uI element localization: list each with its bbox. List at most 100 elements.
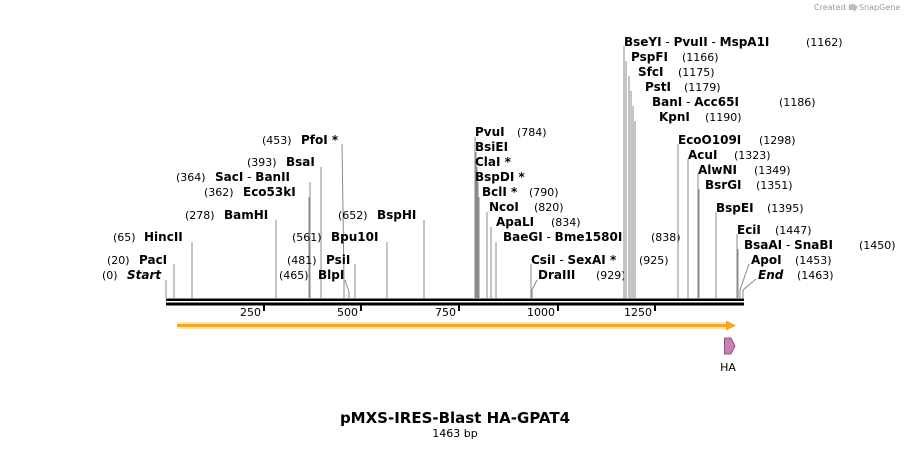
site-label: KpnI (659, 110, 690, 124)
site-enzyme: PstI (645, 80, 671, 94)
site-enzyme: Start (127, 268, 162, 282)
site-bani-acc65i[interactable]: BanI - Acc65I (1186) (632, 95, 816, 298)
site-kpni[interactable]: KpnI (1190) (634, 110, 742, 298)
site-bseyi-pvuii-mspa1i[interactable]: BseYI - PvuII - MspA1I (1162) (623, 35, 843, 298)
site-ecoo109i[interactable]: EcoO109I (1298) (677, 133, 796, 298)
site-sfci[interactable]: SfcI (1175) (628, 65, 715, 298)
feature-ha[interactable]: HA (720, 337, 736, 374)
site-enzyme: Bpu10I (331, 230, 378, 244)
site-alwni[interactable]: AlwNI (1349) (697, 163, 791, 298)
site-apoi[interactable]: ApoI (1453) (739, 253, 832, 298)
site-enzyme: BanI (652, 95, 682, 109)
site-enzyme: PvuI (475, 125, 505, 139)
site-enzyme: SnaBI (794, 238, 833, 252)
site-eco53ki[interactable]: (362) Eco53kI (204, 185, 310, 298)
ruler-tick-label: 750 (435, 306, 456, 319)
site-enzyme: BspDI * (475, 170, 525, 184)
site-enzyme: NcoI (489, 200, 519, 214)
site-position: (453) (262, 134, 292, 147)
site-position: (929) (596, 269, 626, 282)
site-hincii[interactable]: (65) HincII (113, 230, 193, 298)
site-label: BsaAI - SnaBI (744, 238, 833, 252)
site-position: (20) (107, 254, 130, 267)
site-label: HincII (144, 230, 183, 244)
site-enzyme: Bme1580I (555, 230, 623, 244)
site-end[interactable]: End (1463) (742, 268, 834, 298)
site-bsrgi[interactable]: BsrGI (1351) (698, 178, 793, 298)
site-acui[interactable]: AcuI (1323) (687, 148, 771, 298)
site-enzyme: BlpI (318, 268, 344, 282)
site-enzyme: BclI * (482, 185, 518, 199)
site-label: AcuI (688, 148, 717, 162)
site-label: PstI (645, 80, 671, 94)
site-bcli[interactable]: BclI * (790) (478, 185, 559, 298)
site-separator: - (682, 95, 694, 109)
site-position: (1463) (797, 269, 834, 282)
ruler-tick-750: 750 (435, 305, 460, 319)
site-bpu10i[interactable]: (561) Bpu10I (292, 230, 388, 298)
site-label: BsaI (286, 155, 315, 169)
site-bamhi[interactable]: (278) BamHI (185, 208, 277, 298)
site-psii[interactable]: (481) PsiI (287, 253, 356, 298)
site-label: BaeGI - Bme1580I (503, 230, 622, 244)
site-enzyme: HincII (144, 230, 183, 244)
site-enzyme: BsaAI (744, 238, 782, 252)
site-position: (1298) (759, 134, 796, 147)
site-bsaai-snabi[interactable]: BsaAI - SnaBI (1450) (737, 238, 896, 298)
site-start[interactable]: (0) Start (102, 268, 167, 298)
site-enzyme: PacI (139, 253, 167, 267)
site-blpi[interactable]: (465) BlpI (279, 268, 350, 298)
snapgene-credit: Created by SnapGene (814, 3, 900, 12)
site-csii-sexai[interactable]: CsiI - SexAI * (925) (530, 253, 669, 298)
site-label: ApoI (751, 253, 782, 267)
site-position: (784) (517, 126, 547, 139)
site-psti[interactable]: PstI (1179) (630, 80, 721, 298)
site-enzyme: DraIII (538, 268, 575, 282)
site-clai[interactable]: ClaI * (475, 155, 512, 298)
site-enzyme: EcoO109I (678, 133, 741, 147)
site-bsphi[interactable]: (652) BspHI (338, 208, 425, 298)
site-baegi-bme1580i[interactable]: BaeGI - Bme1580I (838) (495, 230, 681, 298)
site-position: (790) (529, 186, 559, 199)
site-enzyme: KpnI (659, 110, 690, 124)
site-enzyme: MspA1I (720, 35, 770, 49)
site-separator: - (708, 35, 720, 49)
site-paci[interactable]: (20) PacI (107, 253, 175, 298)
ruler-tick-label: 500 (337, 306, 358, 319)
site-label: BseYI - PvuII - MspA1I (624, 35, 769, 49)
ruler: 250 500 750 1000 1250 (166, 304, 744, 319)
site-ncoi[interactable]: NcoI (820) (486, 200, 564, 298)
site-position: (1190) (705, 111, 742, 124)
site-position: (1351) (756, 179, 793, 192)
site-bspdi[interactable]: BspDI * (475, 170, 525, 298)
site-position: (561) (292, 231, 322, 244)
orf-arrow-body (177, 324, 726, 327)
site-label: BlpI (318, 268, 344, 282)
ruler-tick-1250: 1250 (624, 305, 656, 319)
site-saci-banii[interactable]: (364) SacI - BanII (176, 170, 311, 298)
site-separator: - (543, 230, 555, 244)
ha-feature-icon (724, 337, 736, 355)
site-separator: - (556, 253, 568, 267)
site-label: EciI (737, 223, 761, 237)
site-enzyme: BaeGI (503, 230, 543, 244)
site-label: SacI - BanII (215, 170, 290, 184)
site-enzyme: AlwNI (698, 163, 737, 177)
site-position: (481) (287, 254, 317, 267)
site-apali[interactable]: ApaLI (834) (490, 215, 581, 298)
site-pspfi[interactable]: PspFI (1166) (625, 50, 719, 298)
site-pvui[interactable]: PvuI (784) (474, 125, 547, 298)
site-bsiei[interactable]: BsiEI (475, 140, 508, 298)
site-label: AlwNI (698, 163, 737, 177)
site-bsai[interactable]: (393) BsaI (247, 155, 322, 298)
site-pfoi[interactable]: (453) PfoI * (262, 133, 345, 298)
site-position: (1453) (795, 254, 832, 267)
site-ecii[interactable]: EciI (1447) (736, 223, 812, 298)
site-enzyme: End (758, 268, 784, 282)
site-draiii[interactable]: DraIII (929) (531, 268, 626, 298)
site-label: DraIII (538, 268, 575, 282)
site-enzyme: EciI (737, 223, 761, 237)
orf-arrow[interactable] (177, 320, 736, 331)
site-bspei[interactable]: BspEI (1395) (715, 201, 804, 298)
site-label: PsiI (326, 253, 350, 267)
